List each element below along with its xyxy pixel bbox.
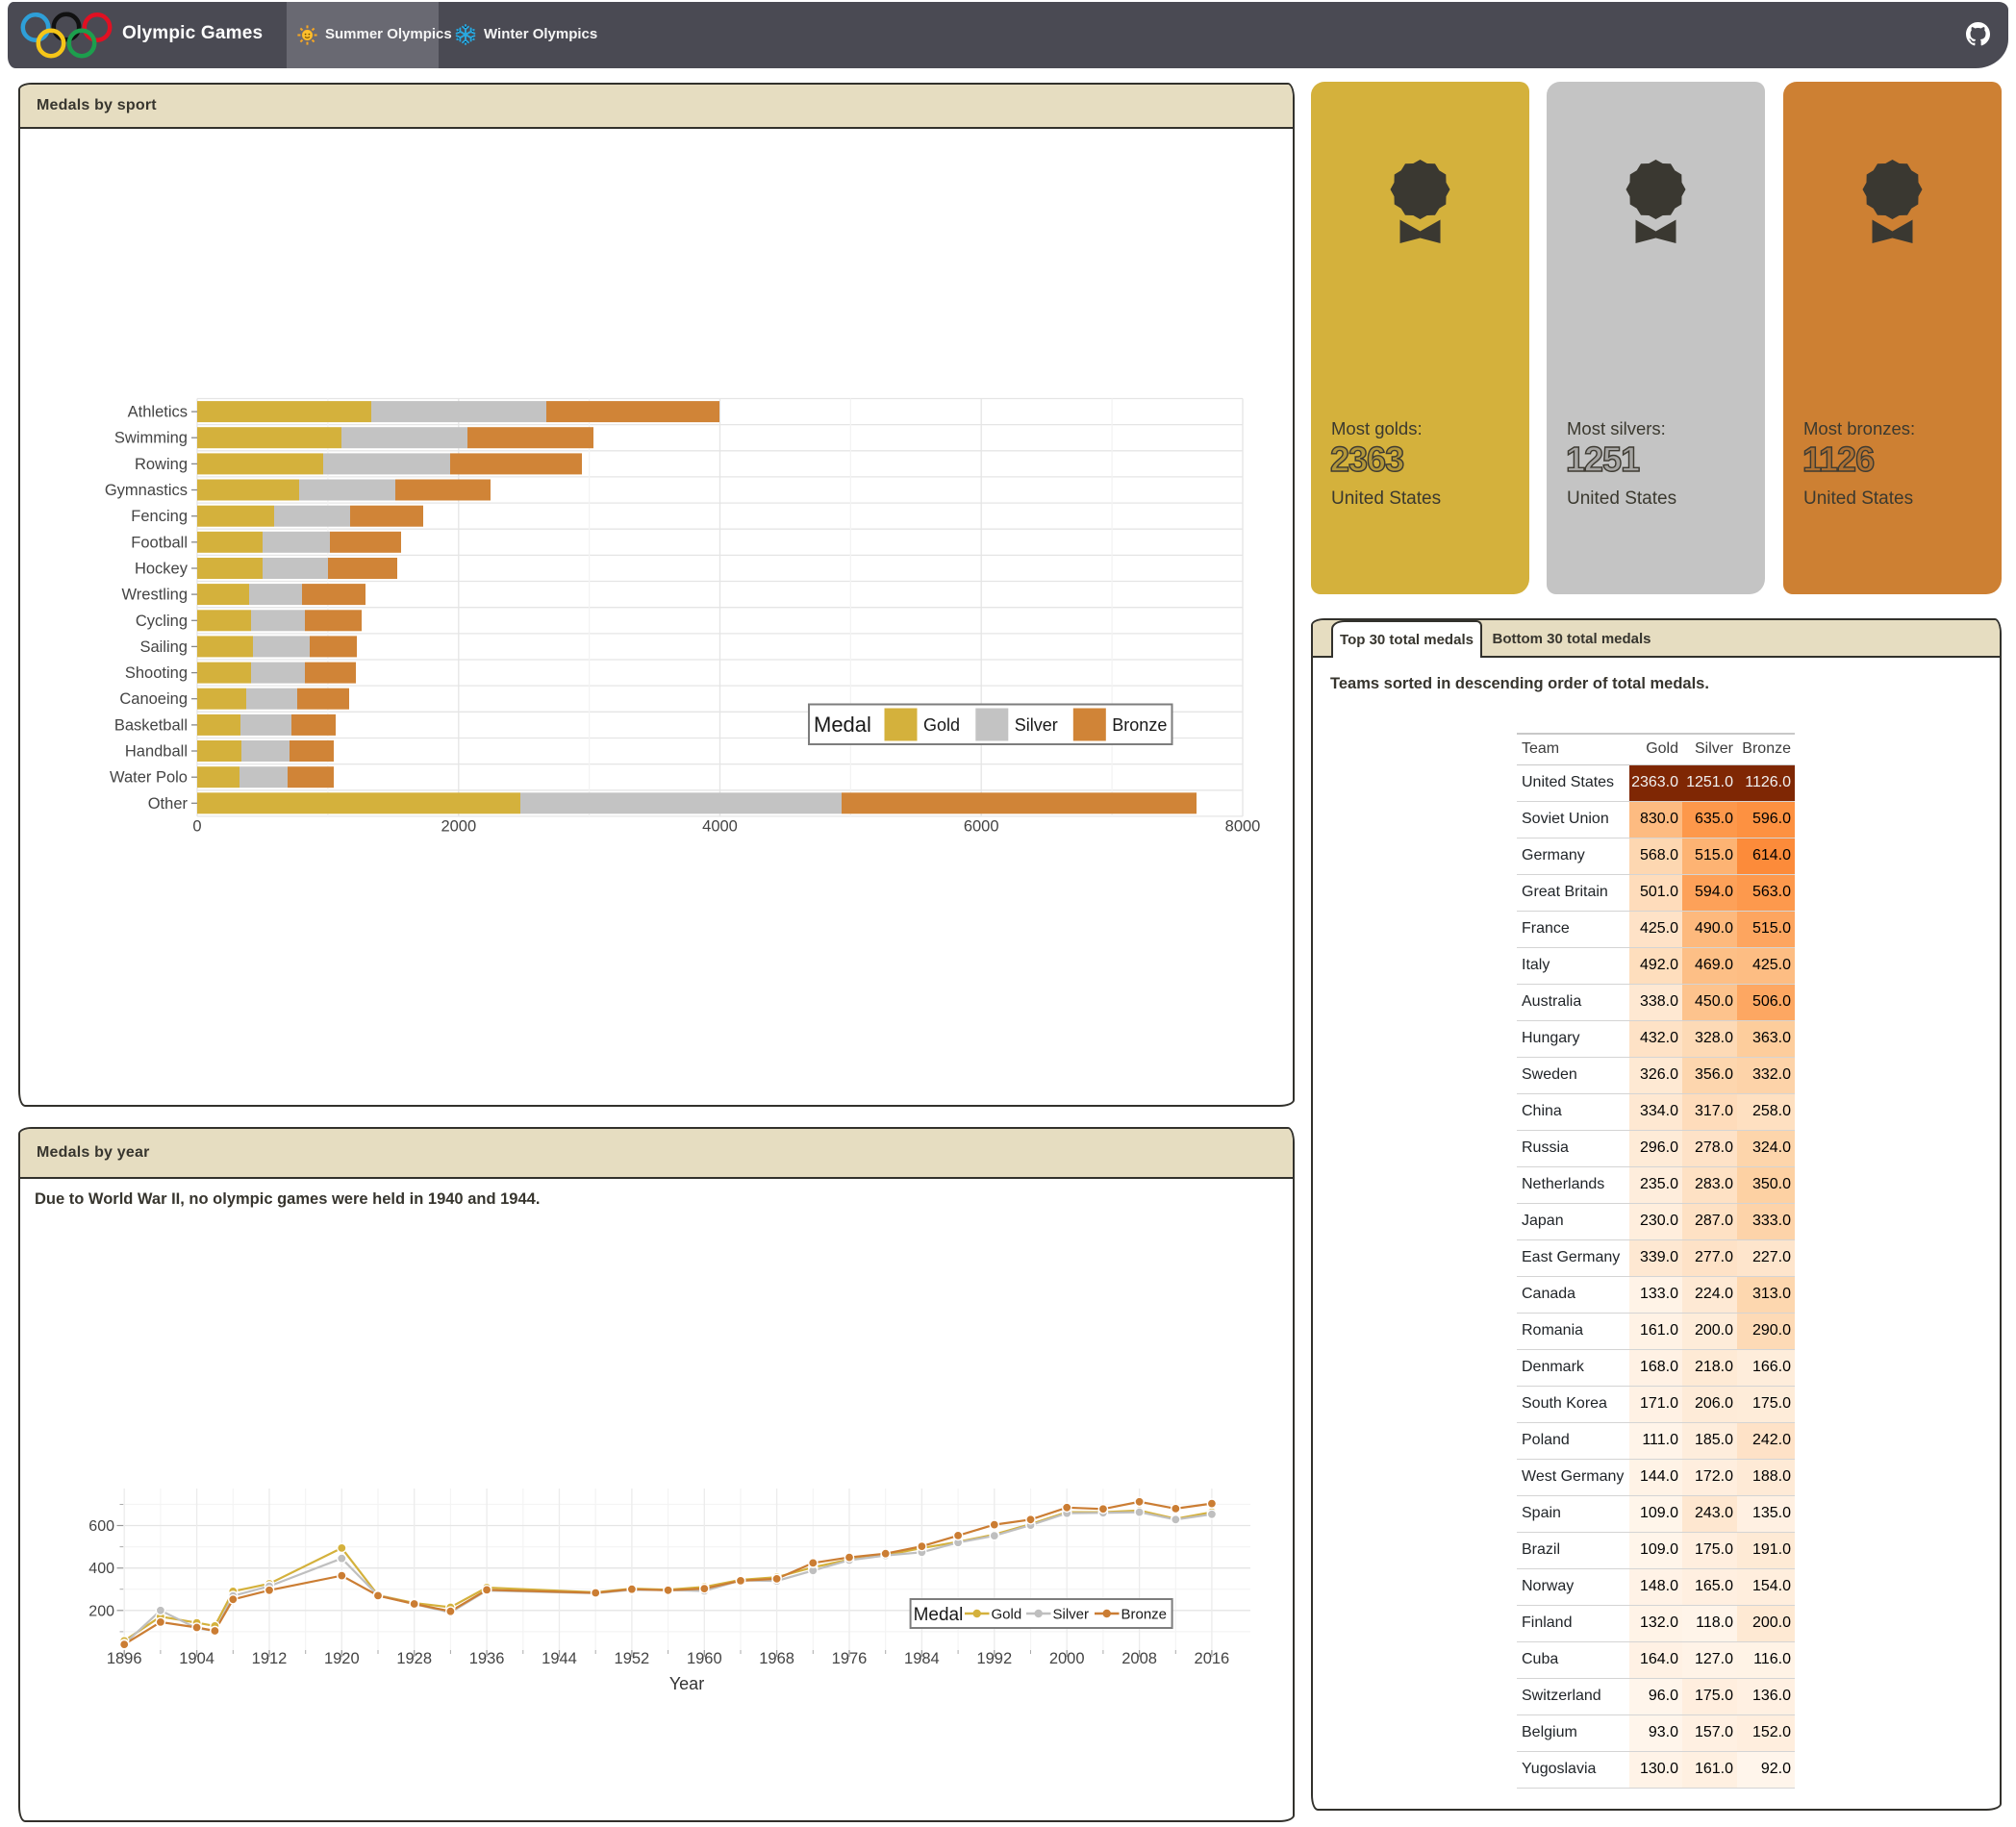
svg-text:600: 600 (88, 1518, 114, 1535)
svg-text:Canoeing: Canoeing (119, 690, 188, 708)
svg-text:1912: 1912 (252, 1650, 288, 1667)
svg-text:1984: 1984 (904, 1650, 940, 1667)
svg-text:200: 200 (88, 1603, 114, 1619)
svg-text:Medal: Medal (814, 713, 871, 737)
svg-text:Bronze: Bronze (1112, 715, 1167, 735)
svg-text:Year: Year (669, 1674, 704, 1693)
svg-text:Athletics: Athletics (128, 404, 188, 421)
svg-text:1928: 1928 (396, 1650, 432, 1667)
svg-text:Shooting: Shooting (125, 664, 188, 682)
svg-text:1952: 1952 (615, 1650, 650, 1667)
svg-text:4000: 4000 (702, 818, 738, 836)
svg-text:Fencing: Fencing (131, 508, 188, 525)
svg-text:Gold: Gold (923, 715, 960, 735)
svg-text:0: 0 (192, 818, 201, 836)
svg-text:1936: 1936 (469, 1650, 505, 1667)
svg-text:1968: 1968 (759, 1650, 794, 1667)
svg-text:Rowing: Rowing (135, 456, 188, 473)
svg-text:Wrestling: Wrestling (122, 587, 188, 604)
svg-text:Other: Other (148, 795, 189, 813)
svg-text:Silver: Silver (1053, 1607, 1090, 1623)
svg-text:2016: 2016 (1195, 1650, 1230, 1667)
svg-text:Football: Football (131, 534, 188, 551)
svg-text:2008: 2008 (1121, 1650, 1157, 1667)
svg-text:1896: 1896 (107, 1650, 142, 1667)
svg-text:Water Polo: Water Polo (110, 769, 188, 787)
svg-text:2000: 2000 (1049, 1650, 1085, 1667)
svg-text:2000: 2000 (441, 818, 476, 836)
svg-text:1960: 1960 (687, 1650, 722, 1667)
svg-text:1992: 1992 (976, 1650, 1012, 1667)
svg-text:1904: 1904 (179, 1650, 214, 1667)
svg-text:Swimming: Swimming (114, 430, 188, 447)
svg-text:Silver: Silver (1015, 715, 1058, 735)
svg-text:Cycling: Cycling (136, 613, 188, 630)
svg-text:6000: 6000 (964, 818, 999, 836)
svg-text:Handball: Handball (125, 743, 188, 761)
svg-text:Hockey: Hockey (135, 561, 189, 578)
svg-text:1920: 1920 (324, 1650, 360, 1667)
svg-text:Gymnastics: Gymnastics (105, 482, 188, 499)
svg-text:1944: 1944 (542, 1650, 577, 1667)
svg-text:400: 400 (88, 1561, 114, 1577)
svg-text:Sailing: Sailing (139, 638, 188, 656)
svg-text:Bronze: Bronze (1121, 1607, 1168, 1623)
svg-text:Medal: Medal (914, 1605, 964, 1625)
svg-text:1976: 1976 (832, 1650, 868, 1667)
svg-text:Gold: Gold (992, 1607, 1022, 1623)
svg-text:Basketball: Basketball (114, 716, 188, 734)
svg-text:8000: 8000 (1225, 818, 1261, 836)
